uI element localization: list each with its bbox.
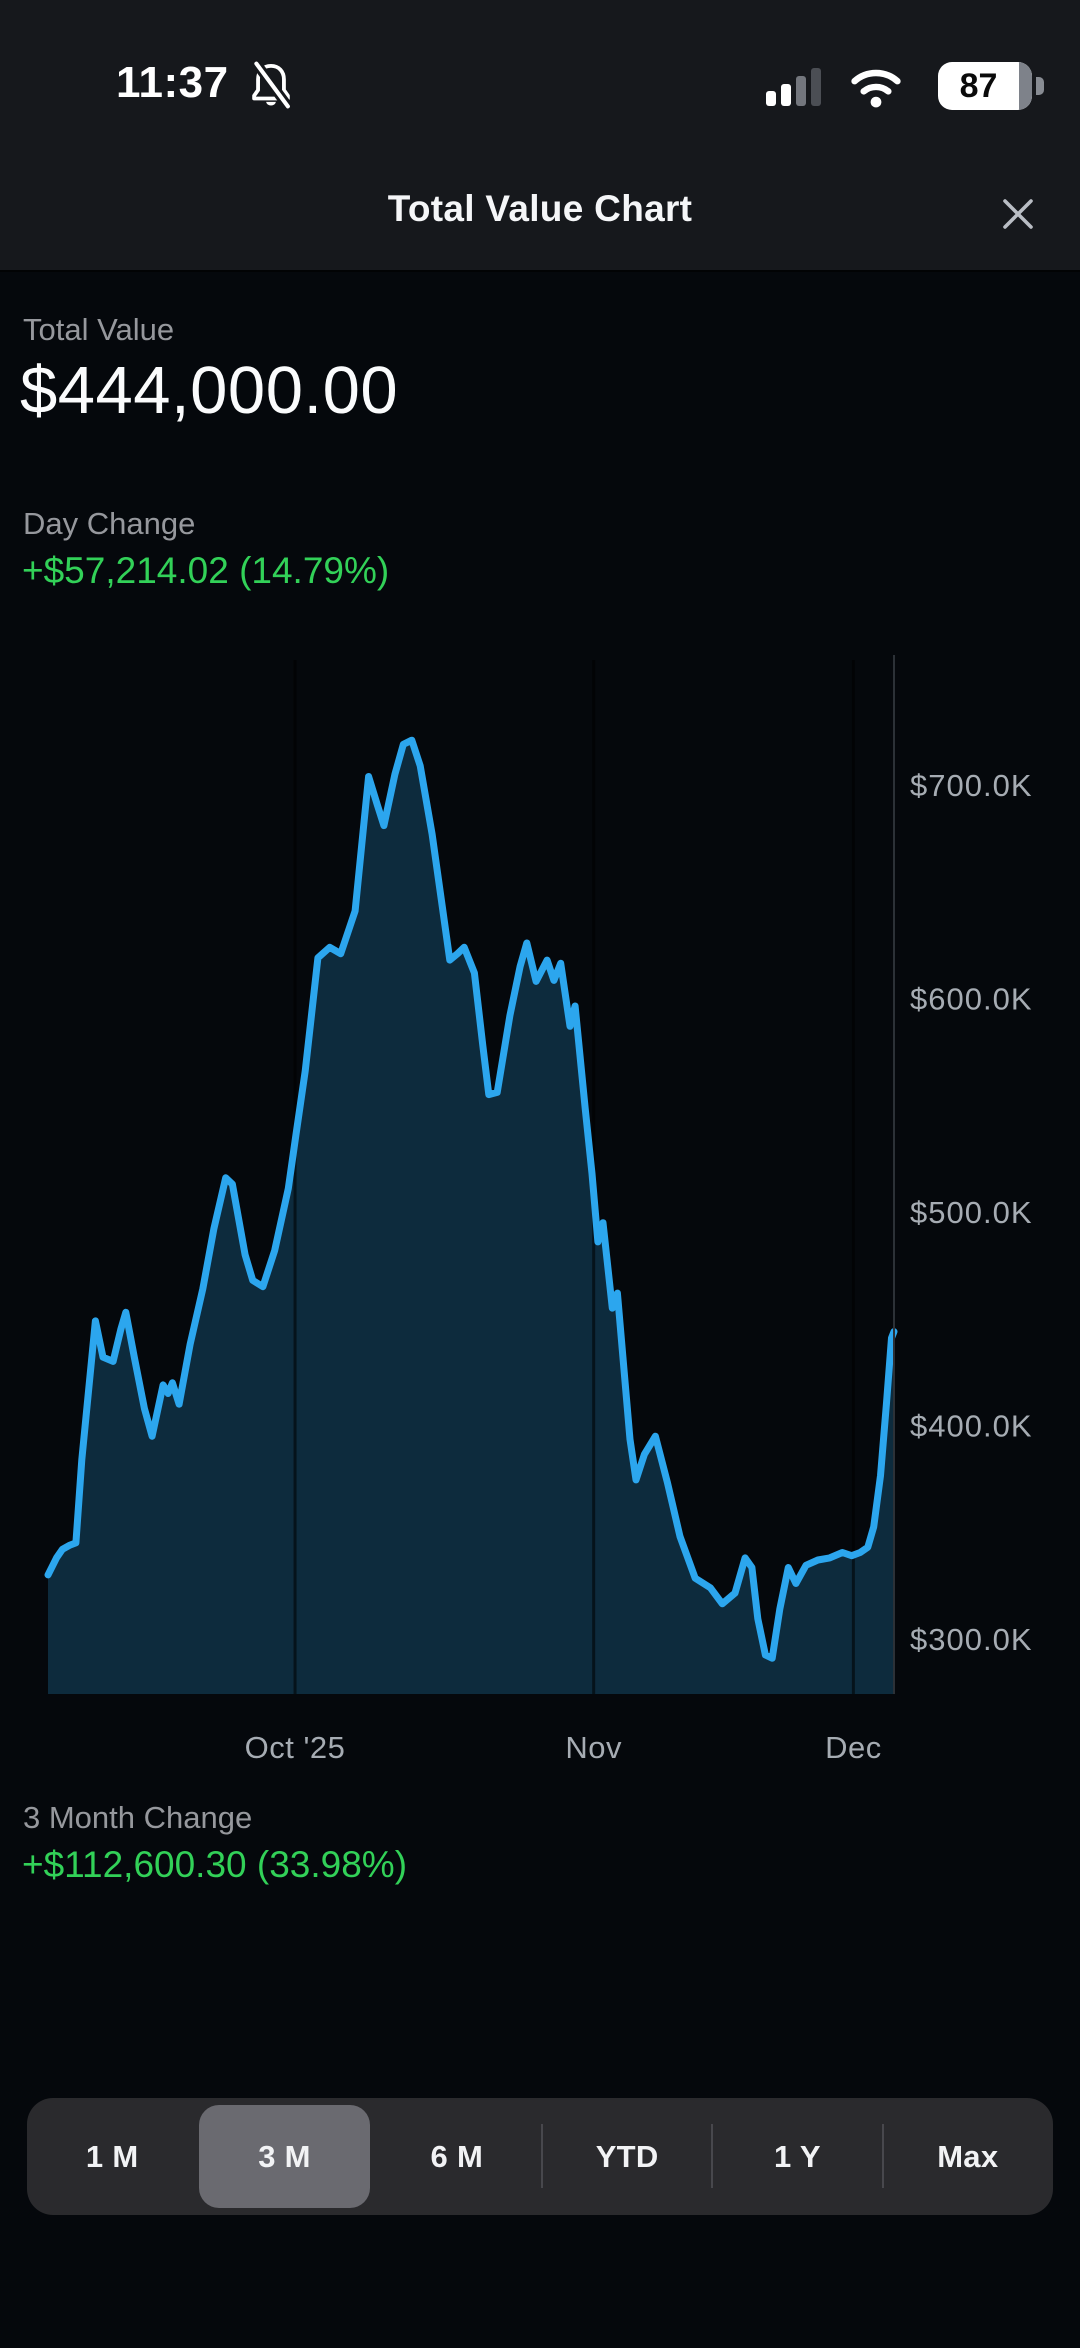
period-change-label: 3 Month Change [23, 1800, 253, 1835]
y-axis-label: $600.0K [910, 982, 1033, 1017]
range-option-6m[interactable]: 6 M [430, 2138, 484, 2174]
range-option-ytd[interactable]: YTD [540, 2098, 712, 2215]
notifications-muted-icon [252, 60, 292, 110]
status-time: 11:37 [116, 58, 229, 107]
y-axis-label: $400.0K [910, 1409, 1033, 1444]
y-axis-label: $700.0K [910, 768, 1033, 803]
range-option-1m[interactable]: 1 M [85, 2138, 139, 2174]
x-axis-label: Dec [825, 1730, 882, 1765]
x-axis-label: Oct '25 [245, 1730, 346, 1765]
close-icon [1003, 199, 1033, 229]
range-option-3m[interactable]: 3 M [199, 2105, 370, 2208]
y-axis-label: $300.0K [910, 1622, 1033, 1657]
day-change-value: +$57,214.02 (14.79%) [22, 550, 390, 591]
range-option-1y[interactable]: 1 Y [711, 2098, 882, 2215]
modal-header: Total Value Chart [0, 178, 1080, 258]
range-option-max[interactable]: Max [881, 2098, 1053, 2215]
cellular-signal-icon [766, 66, 824, 106]
x-axis-label: Nov [565, 1730, 622, 1765]
total-value-amount: $444,000.00 [20, 353, 399, 428]
close-button[interactable] [986, 182, 1050, 246]
wifi-icon [851, 69, 901, 108]
day-change-label: Day Change [23, 506, 196, 541]
page-title: Total Value Chart [387, 188, 693, 229]
period-change-value: +$112,600.30 (33.98%) [22, 1844, 408, 1885]
battery-percent: 87 [959, 66, 998, 105]
top-bar: 11:37 87 [0, 0, 1080, 272]
total-value-label: Total Value [23, 312, 175, 347]
range-selector: 1 M 3 M 6 M YTD 1 Y Max [27, 2098, 1053, 2215]
chart-area-fill [48, 740, 894, 1694]
battery-icon: 87 [938, 62, 1046, 110]
chart-line [44, 736, 898, 1662]
y-axis-label: $500.0K [910, 1195, 1033, 1230]
battery-level-remainder [1019, 62, 1032, 110]
status-bar: 11:37 87 [0, 56, 1080, 120]
